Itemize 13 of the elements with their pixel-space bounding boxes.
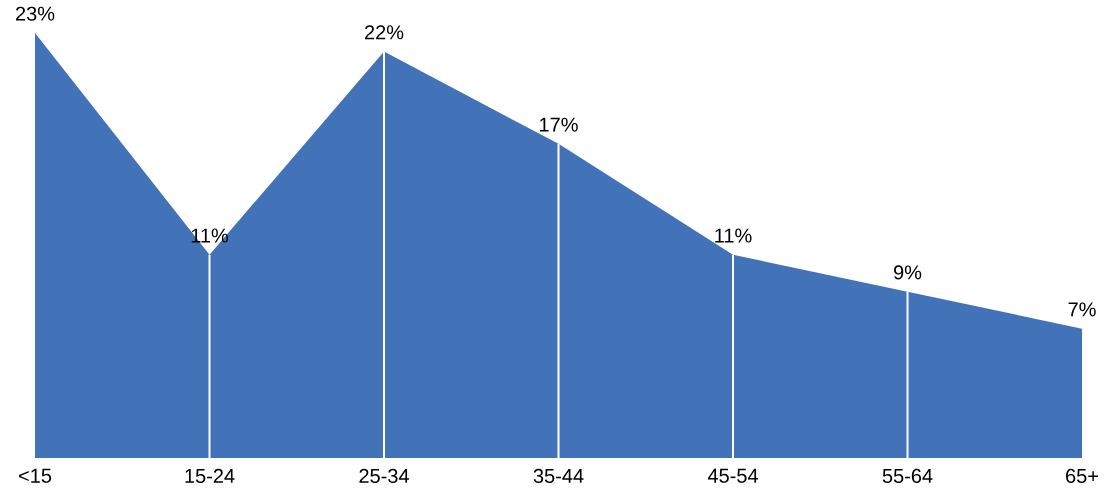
- x-tick-label: 65+: [1066, 468, 1098, 484]
- data-label: 22%: [364, 25, 404, 40]
- data-label: 17%: [540, 117, 578, 132]
- data-label: 9%: [893, 265, 922, 280]
- x-tick-label: 55-64: [882, 468, 933, 484]
- x-tick-label: 35-44: [533, 468, 584, 484]
- x-tick-label: <15: [19, 468, 52, 483]
- data-label: 23%: [15, 6, 55, 21]
- x-tick-label: 45-54: [707, 468, 758, 483]
- data-label: 7%: [1068, 302, 1096, 317]
- data-label: 11%: [715, 228, 752, 243]
- x-tick-label: 15-24: [185, 468, 235, 484]
- x-tick-label: 25-34: [359, 468, 409, 484]
